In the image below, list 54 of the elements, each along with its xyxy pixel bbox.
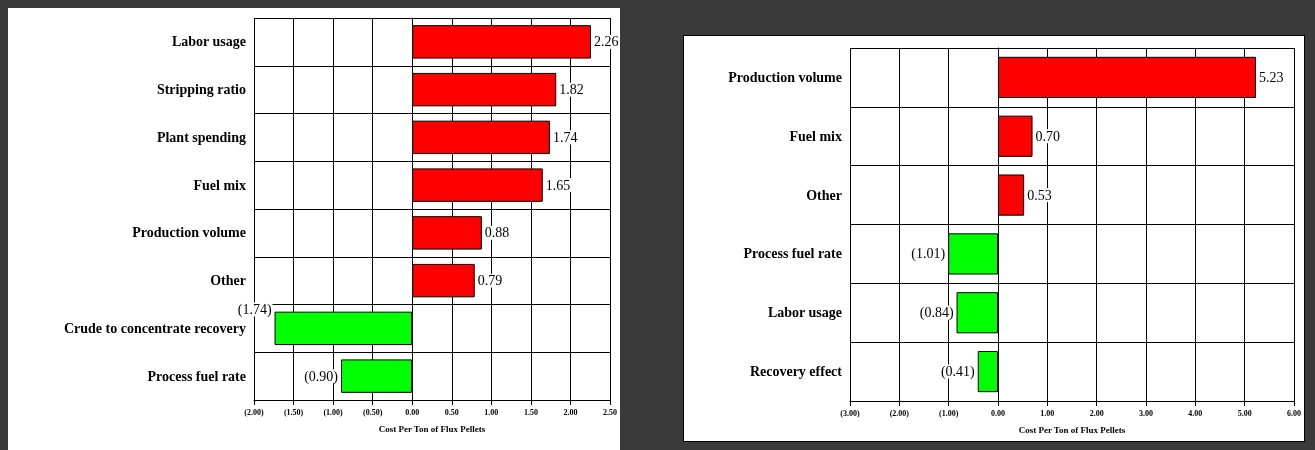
x-tick-label: (0.50) [363,407,383,417]
x-tick-label: 2.50 [603,407,617,417]
x-tick-label: (3.00) [840,408,860,418]
data-label: 0.79 [477,273,503,289]
y-tick-label: Fuel mix [193,177,246,193]
y-tick-label: Crude to concentrate recovery [63,320,246,336]
y-tick-label: Plant spending [156,129,246,145]
y-tick-label: Other [210,273,246,289]
x-tick-label: 1.00 [484,407,499,417]
y-tick-label: Labor usage [767,305,842,321]
bar [998,174,1025,216]
x-tick-label: 4.00 [1188,408,1203,418]
x-tick-label: (2.00) [889,408,910,418]
y-tick-label: Fuel mix [789,128,842,144]
y-tick-label: Stripping ratio [156,82,246,98]
y-tick-label: Production volume [132,225,246,241]
y-tick-label: Labor usage [171,34,246,50]
y-tick-label: Process fuel rate [147,368,246,384]
x-tick-label: 3.00 [1139,408,1153,418]
x-tick-label: 2.00 [1089,408,1104,418]
x-tick-label: (1.00) [323,407,344,417]
data-label: (1.74) [237,301,272,318]
data-label: 1.82 [559,82,584,98]
bar [956,292,998,334]
x-tick-label: 6.00 [1287,408,1301,418]
data-label: 1.65 [545,177,571,193]
data-label: 5.23 [1259,69,1284,85]
x-tick-label: 5.00 [1237,408,1252,418]
x-tick-label: 0.00 [991,408,1005,418]
data-label: (0.90) [304,368,339,385]
x-tick-label: (1.00) [939,408,959,418]
data-label: 2.26 [594,34,619,50]
x-axis-title: Cost Per Ton of Flux Pellets [1018,424,1126,435]
data-label: (1.01) [911,246,946,263]
data-label: 0.53 [1027,187,1052,203]
y-tick-label: Process fuel rate [743,246,842,262]
data-label: (0.84) [919,305,954,322]
x-tick-label: 0.50 [444,407,459,417]
x-tick-label: 1.50 [523,407,538,417]
x-tick-label: 1.00 [1040,408,1055,418]
data-label: 1.74 [552,129,578,145]
data-label: 0.88 [484,225,510,241]
bar [998,115,1033,157]
data-label: 0.70 [1035,128,1061,144]
y-tick-label: Other [806,187,842,203]
y-tick-label: Recovery effect [749,364,843,380]
x-axis-title: Cost Per Ton of Flux Pellets [378,423,486,434]
x-tick-label: 0.00 [405,407,420,417]
bar [977,350,998,393]
x-tick-label: (2.00) [244,407,264,417]
y-tick-label: Production volume [728,69,842,85]
data-label: (0.41) [940,364,976,381]
x-tick-label: 2.00 [563,407,578,417]
x-tick-label: (1.50) [283,407,304,417]
